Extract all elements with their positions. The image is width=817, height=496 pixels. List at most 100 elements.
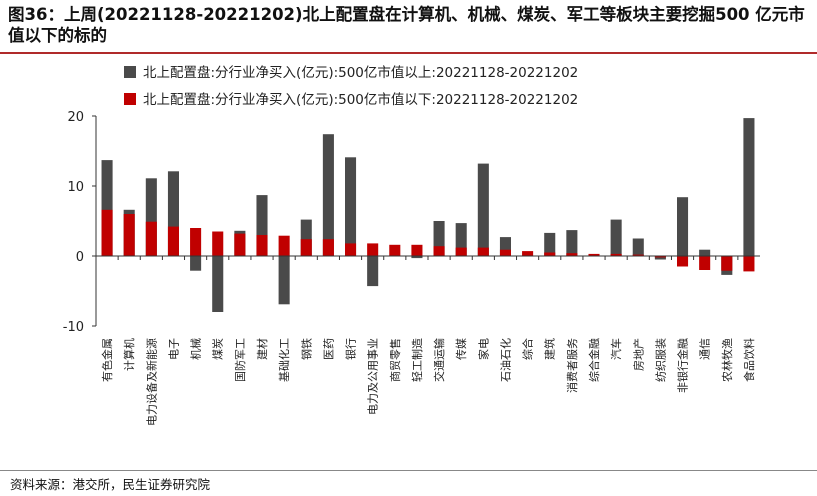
bar-below500-1 [123, 214, 135, 256]
bar-above500-20 [544, 232, 556, 256]
x-tick-label: 银行 [344, 338, 358, 360]
bar-below500-19 [522, 251, 534, 256]
bar-below500-6 [234, 233, 246, 256]
y-tick-label: 0 [76, 250, 84, 265]
x-tick-label: 综合金融 [587, 338, 601, 382]
bar-below500-18 [499, 249, 511, 256]
bar-above500-7 [256, 195, 268, 256]
x-tick-label: 有色金属 [100, 338, 114, 382]
bar-below500-27 [699, 256, 711, 270]
x-tick-label: 建筑 [543, 338, 557, 360]
x-tick-label: 电子 [167, 338, 180, 360]
x-tick-label: 传媒 [455, 338, 468, 360]
bar-above500-5 [212, 256, 224, 312]
bar-below500-14 [411, 244, 423, 256]
bar-above500-3 [167, 171, 179, 256]
x-tick-label: 综合 [521, 338, 535, 360]
x-tick-label: 基础化工 [277, 338, 291, 382]
y-tick-label: -10 [63, 320, 84, 335]
legend-swatch-1 [124, 93, 136, 105]
x-tick-label: 消费者服务 [565, 338, 579, 393]
bar-above500-27 [699, 249, 711, 256]
x-tick-label: 计算机 [122, 338, 136, 371]
source-divider [0, 470, 817, 471]
chart-title: 图36：上周(20221128-20221202)北上配置盘在计算机、机械、煤炭… [8, 5, 805, 45]
x-tick-label: 电力及公用事业 [367, 338, 380, 415]
bar-above500-25 [654, 256, 666, 260]
bars [101, 118, 755, 312]
y-tick-label: 10 [67, 180, 84, 195]
x-axis: 有色金属 计算机 电力设备及新能源 电子 机械 煤炭 国防军工 建材 基础化工 钢铁 医药 银行 电力及… [95, 255, 760, 426]
bar-below500-21 [566, 253, 578, 256]
bar-below500-13 [389, 244, 401, 256]
bar-below500-9 [300, 239, 312, 256]
bar-above500-26 [677, 197, 689, 256]
bar-above500-16 [455, 223, 467, 256]
bar-below500-26 [677, 256, 689, 267]
x-tick-label: 房地产 [631, 338, 645, 371]
bar-above500-24 [632, 238, 644, 256]
bar-above500-9 [300, 219, 312, 256]
bar-below500-12 [367, 243, 379, 256]
bar-below500-7 [256, 235, 268, 256]
bar-below500-8 [278, 235, 290, 256]
legend-swatch-0 [124, 66, 136, 78]
x-tick-label: 电力设备及新能源 [144, 338, 158, 426]
bar-below500-28 [721, 256, 733, 271]
bar-above500-15 [433, 221, 445, 256]
bar-above500-0 [101, 160, 113, 256]
bar-below500-11 [345, 243, 357, 256]
bar-above500-8 [278, 256, 290, 305]
bar-chart: 北上配置盘:分行业净买入(亿元):500亿市值以上:20221128-20221… [63, 64, 760, 426]
bar-below500-25 [654, 256, 666, 258]
y-tick-label: 20 [67, 110, 84, 125]
bar-above500-11 [345, 157, 357, 256]
x-tick-label: 农林牧渔 [720, 338, 734, 382]
x-tick-label: 煤炭 [212, 338, 225, 360]
x-tick-label: 商贸零售 [388, 338, 402, 382]
legend-label-1: 北上配置盘:分行业净买入(亿元):500亿市值以下:20221128-20221… [143, 91, 578, 108]
x-tick-label: 轻工制造 [410, 338, 424, 382]
x-tick-label: 国防军工 [233, 338, 247, 382]
x-tick-label: 纺织服装 [653, 338, 667, 382]
x-tick-label: 交通运输 [432, 338, 446, 382]
bar-above500-29 [743, 118, 755, 256]
bar-above500-17 [477, 163, 489, 256]
bar-below500-20 [544, 252, 556, 256]
bar-below500-4 [190, 228, 202, 256]
bar-above500-10 [322, 134, 334, 256]
bar-below500-22 [588, 253, 600, 256]
bar-below500-24 [632, 254, 644, 256]
x-tick-label: 汽车 [609, 338, 623, 360]
bar-below500-17 [477, 247, 489, 256]
bar-above500-4 [190, 256, 202, 271]
bar-below500-2 [145, 221, 157, 256]
x-tick-label: 非银行金融 [676, 338, 690, 393]
bar-above500-23 [610, 219, 622, 256]
x-tick-label: 通信 [699, 338, 712, 360]
x-tick-label: 石油石化 [498, 338, 512, 382]
x-tick-label: 建材 [255, 338, 269, 360]
bar-below500-5 [212, 231, 224, 256]
x-tick-label: 钢铁 [300, 338, 313, 360]
bar-below500-10 [322, 239, 334, 256]
bar-below500-15 [433, 246, 445, 256]
bar-above500-14 [411, 256, 423, 259]
bar-above500-12 [367, 256, 379, 287]
bar-below500-23 [610, 253, 622, 256]
bar-above500-21 [566, 230, 578, 256]
bar-above500-2 [145, 178, 157, 256]
bar-below500-0 [101, 209, 113, 256]
x-tick-label: 食品饮料 [742, 338, 756, 382]
bar-below500-3 [167, 226, 179, 256]
x-tick-label: 医药 [322, 338, 335, 360]
legend-label-0: 北上配置盘:分行业净买入(亿元):500亿市值以上:20221128-20221… [143, 64, 578, 81]
bar-below500-16 [455, 247, 467, 256]
title-divider [0, 52, 817, 54]
legend: 北上配置盘:分行业净买入(亿元):500亿市值以上:20221128-20221… [124, 64, 578, 108]
bar-above500-18 [499, 237, 511, 256]
source-note: 资料来源：港交所，民生证券研究院 [10, 477, 211, 492]
y-axis: -10 0 10 20 [63, 110, 97, 335]
x-tick-label: 家电 [476, 338, 490, 360]
bar-below500-29 [743, 256, 755, 272]
